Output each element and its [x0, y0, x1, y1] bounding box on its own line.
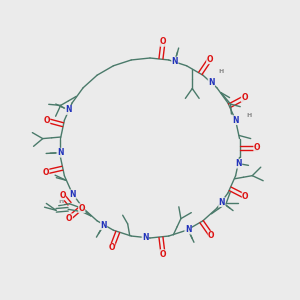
Text: O: O	[208, 231, 214, 240]
Text: N: N	[100, 220, 107, 230]
Text: O: O	[160, 250, 166, 259]
Text: N: N	[65, 106, 72, 115]
Text: O: O	[254, 143, 260, 152]
Text: O: O	[108, 243, 115, 252]
Text: H: H	[218, 69, 224, 74]
Text: H: H	[58, 199, 64, 204]
Text: N: N	[236, 159, 242, 168]
Text: N: N	[219, 198, 225, 207]
Text: N: N	[57, 148, 63, 157]
Text: O: O	[160, 37, 166, 46]
Text: N: N	[208, 78, 214, 87]
Text: H: H	[246, 113, 251, 119]
Text: O: O	[241, 93, 248, 102]
Text: O: O	[79, 204, 85, 213]
Text: O: O	[66, 214, 73, 223]
Text: O: O	[44, 116, 50, 125]
Text: O: O	[59, 191, 66, 200]
Text: N: N	[70, 190, 76, 199]
Text: N: N	[232, 116, 239, 125]
Text: O: O	[207, 55, 213, 64]
Text: N: N	[172, 57, 178, 66]
Text: O: O	[242, 192, 249, 201]
Text: N: N	[142, 233, 148, 242]
Text: O: O	[43, 168, 49, 177]
Text: N: N	[185, 225, 191, 234]
